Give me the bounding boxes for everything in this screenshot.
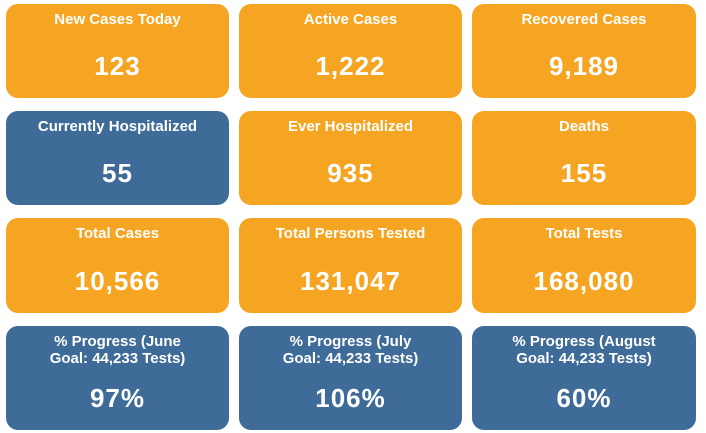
stat-tile: New Cases Today 123 [6,4,229,98]
tile-label: Currently Hospitalized [37,118,198,135]
tile-value: 123 [94,51,141,81]
tile-label: Active Cases [303,11,398,28]
stat-tile: Active Cases 1,222 [239,4,462,98]
tile-label: % Progress (June Goal: 44,233 Tests) [49,333,186,367]
stat-tile: Deaths 155 [472,111,696,205]
tile-value: 9,189 [548,51,620,81]
tile-value: 55 [102,158,133,188]
tile-label: Total Tests [545,225,623,242]
tile-label: Ever Hospitalized [287,118,414,135]
tile-value: 155 [560,158,608,188]
tile-value: 97% [89,383,146,413]
stat-tile: Total Cases 10,566 [6,218,229,313]
stat-tile: Total Persons Tested 131,047 [239,218,462,313]
tile-label: Total Persons Tested [275,225,426,242]
stat-tile: Recovered Cases 9,189 [472,4,696,98]
tile-label: Total Cases [75,225,160,242]
tile-value: 60% [556,383,612,413]
stat-tile: Ever Hospitalized 935 [239,111,462,205]
tile-label: Recovered Cases [521,11,647,28]
stat-tile: % Progress (July Goal: 44,233 Tests) 106% [239,326,462,430]
tile-value: 106% [315,383,386,413]
tile-label: % Progress (August Goal: 44,233 Tests) [512,333,656,367]
stat-tile: Currently Hospitalized 55 [6,111,229,205]
tile-label: New Cases Today [54,11,181,28]
stat-tile: % Progress (August Goal: 44,233 Tests) 60… [472,326,696,430]
tile-label: % Progress (July Goal: 44,233 Tests) [282,333,419,367]
tile-label: Deaths [558,118,610,135]
tile-value: 10,566 [74,266,161,296]
stat-tile: Total Tests 168,080 [472,218,696,313]
tile-value: 168,080 [533,266,635,296]
tile-value: 1,222 [315,51,386,81]
tile-value: 131,047 [300,266,401,296]
tile-value: 935 [327,158,374,188]
stat-tile: % Progress (June Goal: 44,233 Tests) 97% [6,326,229,430]
